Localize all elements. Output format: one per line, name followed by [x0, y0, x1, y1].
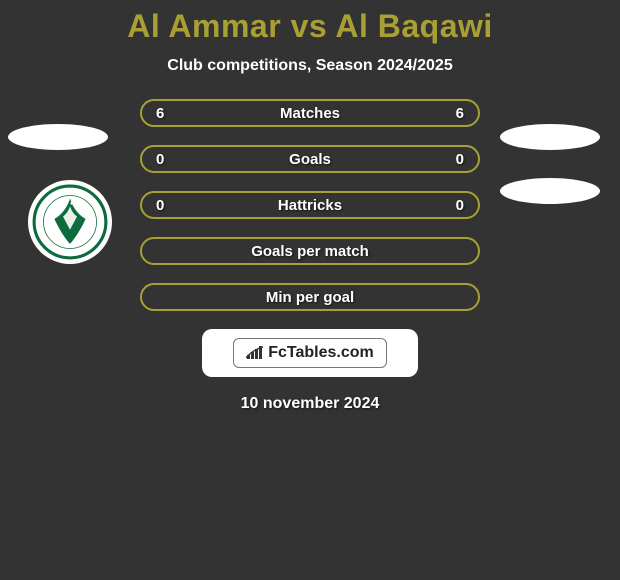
stat-right-value: 0	[456, 151, 464, 168]
stat-label: Min per goal	[266, 289, 354, 306]
stats-container: 6 Matches 6 0 Goals 0 0 Hattricks 0 Goal…	[0, 99, 620, 311]
stat-row-min-per-goal: Min per goal	[140, 283, 480, 311]
brand-text: FcTables.com	[268, 344, 374, 362]
stat-label: Matches	[280, 105, 340, 122]
bar-chart-icon	[246, 346, 264, 360]
stat-left-value: 6	[156, 105, 164, 122]
stat-left-value: 0	[156, 151, 164, 168]
stat-label: Hattricks	[278, 197, 342, 214]
page-title: Al Ammar vs Al Baqawi	[0, 0, 620, 45]
stat-row-goals-per-match: Goals per match	[140, 237, 480, 265]
footer-brand-inner: FcTables.com	[233, 338, 387, 368]
footer-brand-box: FcTables.com	[202, 329, 418, 377]
stat-label: Goals	[289, 151, 331, 168]
title-team-a: Al Ammar	[127, 8, 290, 44]
title-vs: vs	[291, 8, 328, 44]
stat-row-hattricks: 0 Hattricks 0	[140, 191, 480, 219]
stat-right-value: 0	[456, 197, 464, 214]
stat-left-value: 0	[156, 197, 164, 214]
title-team-b: Al Baqawi	[327, 8, 493, 44]
stat-row-goals: 0 Goals 0	[140, 145, 480, 173]
stat-label: Goals per match	[251, 243, 369, 260]
subtitle: Club competitions, Season 2024/2025	[0, 57, 620, 75]
brand-prefix: Fc	[268, 344, 287, 361]
footer-date: 10 november 2024	[0, 395, 620, 413]
stat-row-matches: 6 Matches 6	[140, 99, 480, 127]
stat-right-value: 6	[456, 105, 464, 122]
brand-suffix: Tables.com	[287, 344, 374, 361]
